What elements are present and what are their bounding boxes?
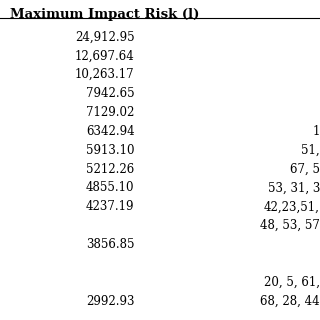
Text: 4237.19: 4237.19 (86, 200, 134, 213)
Text: 42,23,51,: 42,23,51, (264, 200, 320, 213)
Text: 68, 28, 44: 68, 28, 44 (260, 295, 320, 308)
Text: 6342.94: 6342.94 (86, 125, 134, 138)
Text: 4855.10: 4855.10 (86, 181, 134, 195)
Text: 5212.26: 5212.26 (86, 163, 134, 176)
Text: Maximum Impact Risk (l): Maximum Impact Risk (l) (10, 8, 199, 21)
Text: 7129.02: 7129.02 (86, 106, 134, 119)
Text: 24,912.95: 24,912.95 (75, 30, 134, 44)
Text: 3856.85: 3856.85 (86, 238, 134, 251)
Text: 5913.10: 5913.10 (86, 144, 134, 157)
Text: 1: 1 (313, 125, 320, 138)
Text: 48, 53, 57: 48, 53, 57 (260, 219, 320, 232)
Text: 51,: 51, (301, 144, 320, 157)
Text: 20, 5, 61,: 20, 5, 61, (264, 276, 320, 289)
Text: 12,697.64: 12,697.64 (75, 49, 134, 62)
Text: 67, 5: 67, 5 (290, 163, 320, 176)
Text: 10,263.17: 10,263.17 (75, 68, 134, 81)
Text: 7942.65: 7942.65 (86, 87, 134, 100)
Text: 53, 31, 3: 53, 31, 3 (268, 181, 320, 195)
Text: 2992.93: 2992.93 (86, 295, 134, 308)
